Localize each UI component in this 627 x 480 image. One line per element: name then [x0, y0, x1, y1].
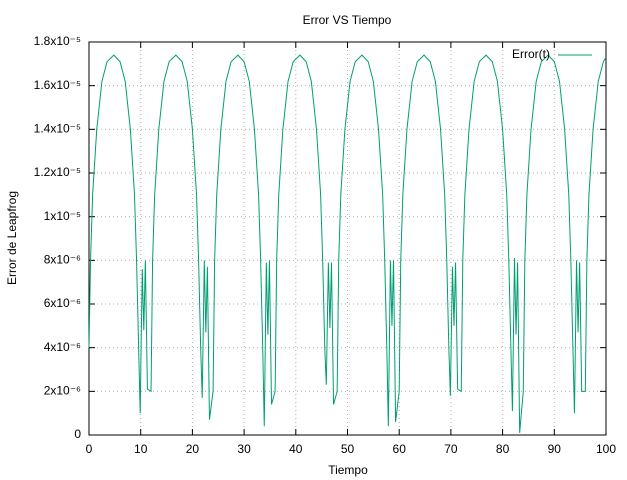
x-tick-label: 20 — [186, 442, 200, 456]
plot-frame — [88, 41, 607, 436]
data-line — [88, 54, 607, 433]
x-tick-label: 10 — [134, 442, 148, 456]
y-tick-label: 1.4x10⁻⁵ — [34, 122, 81, 136]
x-tick-label: 70 — [444, 442, 458, 456]
x-tick-label: 50 — [341, 442, 355, 456]
x-tick-label: 60 — [393, 442, 407, 456]
y-axis-label: Error de Leapfrog — [5, 191, 19, 285]
y-tick-label: 6x10⁻⁶ — [44, 296, 81, 310]
y-tick-label: 0 — [74, 427, 81, 441]
y-tick-label: 4x10⁻⁶ — [44, 340, 81, 354]
x-tick-label: 30 — [237, 442, 251, 456]
chart-title: Error VS Tiempo — [303, 13, 392, 27]
y-tick-label: 1.6x10⁻⁵ — [34, 78, 81, 92]
x-tick-label: 100 — [596, 442, 616, 456]
x-axis-label: Tiempo — [328, 463, 368, 477]
y-tick-label: 1.2x10⁻⁵ — [34, 165, 81, 179]
legend-label: Error(t) — [512, 47, 550, 61]
x-tick-label: 90 — [548, 442, 562, 456]
x-tick-label: 0 — [86, 442, 93, 456]
y-tick-label: 8x10⁻⁶ — [44, 253, 81, 267]
y-tick-label: 1x10⁻⁵ — [44, 209, 81, 223]
x-tick-label: 80 — [496, 442, 510, 456]
y-tick-label: 1.8x10⁻⁵ — [34, 34, 81, 48]
x-tick-label: 40 — [289, 442, 303, 456]
y-tick-label: 2x10⁻⁶ — [44, 384, 81, 398]
